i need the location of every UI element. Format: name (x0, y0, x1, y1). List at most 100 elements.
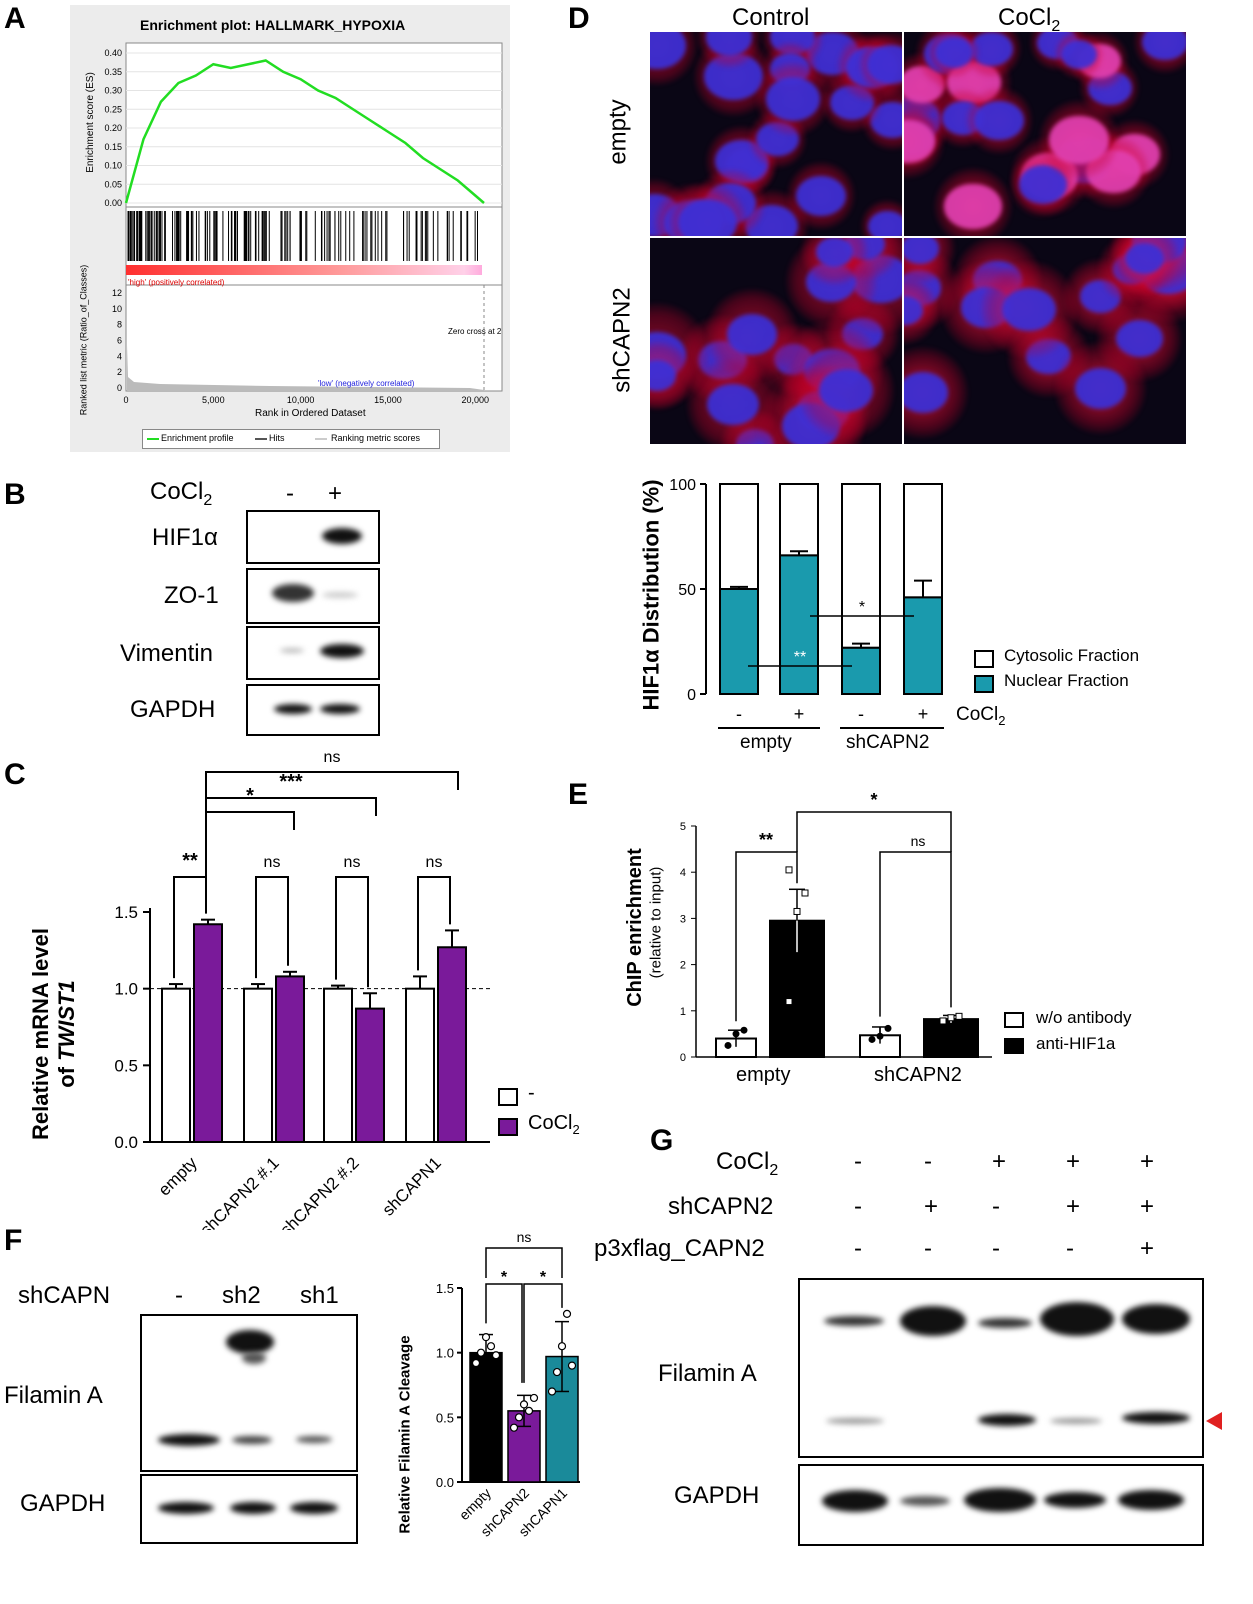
f-point (509, 1423, 519, 1432)
f-ytick: 1.5 (436, 1281, 454, 1296)
f-point (471, 1358, 481, 1368)
panel-e-legend-2: anti-HIF1a (1036, 1034, 1116, 1053)
panel-g-condition-cell: - (992, 1193, 1000, 1220)
f-point (557, 1342, 567, 1351)
c-bar (193, 923, 223, 1143)
panel-f-lane-2: sh2 (222, 1282, 261, 1309)
panel-g-condition-cell: - (854, 1148, 862, 1175)
d-xtick: - (858, 704, 864, 724)
panel-g-condition-cell: - (854, 1235, 862, 1262)
panel-e-legend-swatch-1 (1004, 1012, 1024, 1028)
f-point (567, 1361, 577, 1370)
panel-f-header: shCAPN (18, 1282, 111, 1309)
e-point (939, 1017, 947, 1025)
gapdh-blot-f (140, 1474, 358, 1544)
d-bar-nuclear (719, 588, 759, 695)
panel-g-row-filamin: Filamin A (658, 1360, 757, 1387)
panel-g-condition-cell: + (992, 1148, 1007, 1175)
gsea-ytick-bottom: 6 (117, 336, 122, 346)
e-point (740, 1026, 748, 1034)
e-ytick: 4 (680, 867, 686, 879)
panel-g-condition-cell: - (924, 1235, 932, 1262)
d-bar-nuclear (841, 646, 881, 696)
panel-e-cat-empty: empty (736, 1064, 791, 1086)
panel-label-a: A (4, 2, 26, 35)
panel-c-legend-2: CoCl2 (528, 1112, 580, 1137)
panel-g-condition-cell: + (1066, 1193, 1081, 1220)
d-bar-nuclear (903, 596, 943, 695)
gsea-ytick-top: 0.20 (104, 123, 122, 133)
f-sig-bracket (523, 1283, 563, 1383)
panel-d-group-empty: empty (740, 732, 792, 753)
e-sig-bracket (879, 851, 952, 1017)
c-ytick: 0.5 (114, 1056, 138, 1075)
zo1-blot (246, 568, 380, 624)
panel-f-row-gapdh: GAPDH (20, 1490, 106, 1517)
c-bar (405, 987, 435, 1143)
e-sig-label: * (870, 790, 877, 810)
panel-g-condition-cell: + (1140, 1193, 1155, 1220)
panel-g-condition-cell: - (1066, 1235, 1074, 1262)
nucleus-stain (1002, 288, 1056, 331)
panel-d-row-shcapn2: shCAPN2 (608, 287, 636, 393)
gsea-ylabel-top: Enrichment score (ES) (84, 72, 96, 173)
gsea-ytick-top: 0.10 (104, 161, 122, 171)
f-ytick: 1.0 (436, 1346, 454, 1361)
c-sig-bracket (335, 876, 369, 988)
c-sig-label: ns (264, 854, 281, 871)
c-sig-label: *** (279, 771, 303, 793)
c-bar (161, 987, 191, 1143)
panel-g-row-cocl2: CoCl2 (716, 1148, 779, 1179)
c-bar (243, 987, 273, 1143)
hif1a-blot (246, 510, 380, 564)
filamin-blot-g (798, 1278, 1204, 1458)
gsea-ytick-bottom: 12 (112, 288, 122, 298)
gsea-low-label: 'low' (negatively correlated) (318, 379, 415, 388)
panel-e-ylabel-sub: (relative to input) (647, 866, 665, 979)
c-bar (437, 946, 467, 1143)
e-point (884, 1024, 892, 1032)
panel-c-legend-1: - (528, 1082, 535, 1104)
c-sig-bracket-long (205, 811, 295, 855)
c-sig-label: ns (426, 854, 443, 871)
d-xtick: + (918, 704, 929, 724)
gsea-ytick-bottom: 2 (117, 367, 122, 377)
e-ytick: 3 (680, 913, 686, 925)
f-point (524, 1406, 534, 1415)
nucleus-stain (707, 383, 760, 426)
f-point (476, 1348, 486, 1357)
panel-e-legend-1: w/o antibody (1036, 1008, 1132, 1027)
gsea-ytick-top: 0.05 (104, 179, 122, 189)
e-point (868, 1035, 876, 1043)
panel-label-b: B (4, 478, 26, 511)
f-point (529, 1393, 539, 1403)
panel-b-header: CoCl2 (150, 478, 213, 509)
nucleus-stain (904, 295, 924, 326)
ranking-metric-area (127, 345, 484, 391)
panel-g-condition-cell: - (854, 1193, 862, 1220)
panel-d-row-empty: empty (604, 99, 632, 165)
e-point (947, 1014, 955, 1022)
nucleus-stain (816, 238, 854, 267)
d-sig-label: ** (794, 649, 806, 666)
nucleus-stain (944, 183, 1002, 230)
nucleus-stain (705, 32, 753, 56)
panel-f-row-filamin: Filamin A (4, 1382, 103, 1409)
panel-d-legend-1: Cytosolic Fraction (1004, 646, 1140, 665)
panel-label-e: E (568, 778, 589, 811)
c-sig-bracket-long (205, 771, 459, 855)
panel-d-legend-swatch-1 (974, 650, 994, 668)
gsea-ytick-bottom: 4 (117, 351, 122, 361)
c-bar (323, 987, 353, 1143)
nucleus-stain (765, 77, 821, 122)
e-ytick: 2 (680, 960, 686, 972)
gsea-ytick-top: 0.30 (104, 86, 122, 96)
d-xtick: - (736, 704, 742, 724)
c-sig-label: ns (344, 854, 361, 871)
panel-g-condition-cell: + (1066, 1148, 1081, 1175)
f-ytick: 0.0 (436, 1475, 454, 1490)
panel-c-legend-swatch-2 (498, 1118, 518, 1136)
gsea-xtick: 5,000 (202, 395, 225, 405)
panel-d-legend-swatch-2 (974, 675, 994, 693)
